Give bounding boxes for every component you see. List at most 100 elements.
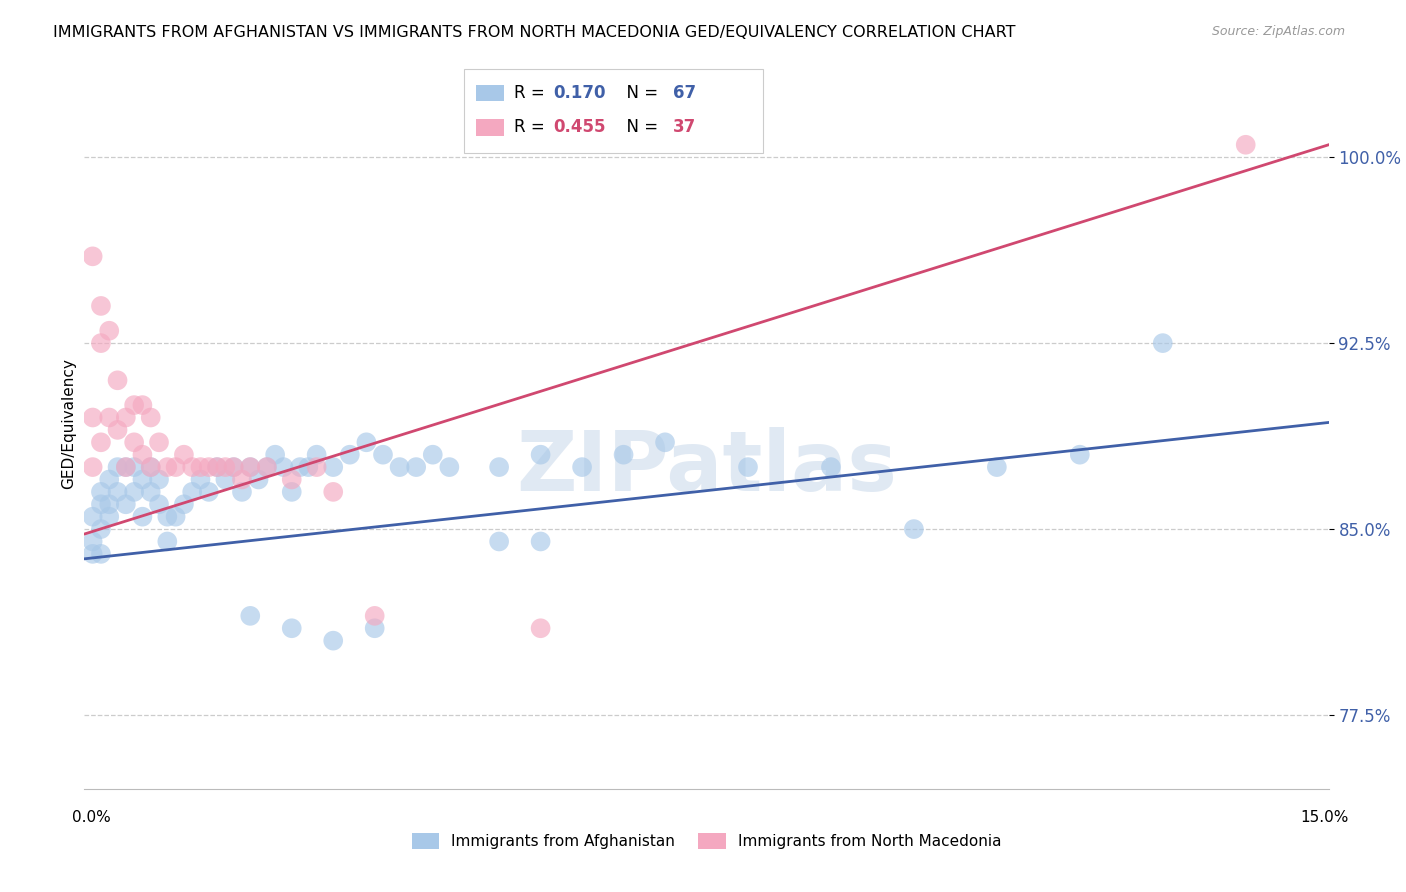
Text: 0.455: 0.455 xyxy=(554,119,606,136)
Point xyxy=(371,448,394,462)
Point xyxy=(82,410,104,425)
Point xyxy=(256,460,278,475)
Point xyxy=(98,497,121,511)
Point xyxy=(488,460,510,475)
Point xyxy=(90,497,112,511)
Point xyxy=(214,460,236,475)
Text: IMMIGRANTS FROM AFGHANISTAN VS IMMIGRANTS FROM NORTH MACEDONIA GED/EQUIVALENCY C: IMMIGRANTS FROM AFGHANISTAN VS IMMIGRANT… xyxy=(53,25,1017,40)
Point xyxy=(339,448,361,462)
Point xyxy=(737,460,759,475)
Point xyxy=(613,448,636,462)
Point xyxy=(107,373,129,387)
Point xyxy=(197,460,219,475)
Point xyxy=(131,509,153,524)
FancyBboxPatch shape xyxy=(477,85,503,101)
Point xyxy=(530,621,553,635)
Point xyxy=(131,448,153,462)
Point xyxy=(82,249,104,263)
Point xyxy=(139,460,162,475)
Text: 0.0%: 0.0% xyxy=(72,811,111,825)
Point xyxy=(190,473,212,487)
Point xyxy=(439,460,461,475)
Point xyxy=(148,497,170,511)
Point xyxy=(405,460,427,475)
Point xyxy=(173,497,195,511)
Point xyxy=(82,547,104,561)
Point xyxy=(156,534,179,549)
Point xyxy=(288,460,311,475)
Point xyxy=(115,460,138,475)
Point xyxy=(98,509,121,524)
Point xyxy=(90,299,112,313)
Text: 15.0%: 15.0% xyxy=(1301,811,1348,825)
Point xyxy=(256,460,278,475)
Point xyxy=(156,509,179,524)
Point xyxy=(122,398,145,412)
Point xyxy=(388,460,411,475)
Point xyxy=(181,484,204,499)
Point xyxy=(239,460,262,475)
Point xyxy=(115,410,138,425)
Point xyxy=(356,435,378,450)
Point xyxy=(1069,448,1091,462)
Point xyxy=(197,484,219,499)
Point xyxy=(820,460,842,475)
Point xyxy=(115,460,138,475)
Point xyxy=(82,534,104,549)
Point xyxy=(281,621,304,635)
Point xyxy=(98,473,121,487)
Point xyxy=(107,460,129,475)
Text: R =: R = xyxy=(513,119,550,136)
Point xyxy=(190,460,212,475)
Point xyxy=(222,460,245,475)
Point xyxy=(139,410,162,425)
Point xyxy=(205,460,228,475)
Point xyxy=(322,460,344,475)
Point xyxy=(173,448,195,462)
Point xyxy=(115,497,138,511)
Point xyxy=(305,460,328,475)
Point xyxy=(90,522,112,536)
Point xyxy=(488,534,510,549)
Point xyxy=(273,460,295,475)
Point xyxy=(122,484,145,499)
Point xyxy=(148,435,170,450)
Point xyxy=(654,435,676,450)
Point xyxy=(1152,336,1174,351)
Point xyxy=(305,448,328,462)
Text: 67: 67 xyxy=(673,84,696,102)
Point xyxy=(530,448,553,462)
Point xyxy=(322,484,344,499)
Point xyxy=(231,484,253,499)
Point xyxy=(422,448,444,462)
Text: 0.170: 0.170 xyxy=(554,84,606,102)
Point xyxy=(231,473,253,487)
Point xyxy=(82,460,104,475)
Point xyxy=(122,460,145,475)
Text: N =: N = xyxy=(616,84,664,102)
Point xyxy=(239,608,262,623)
Point xyxy=(90,336,112,351)
Point xyxy=(139,460,162,475)
Point xyxy=(131,473,153,487)
Point xyxy=(165,460,187,475)
Legend: Immigrants from Afghanistan, Immigrants from North Macedonia: Immigrants from Afghanistan, Immigrants … xyxy=(402,824,1011,859)
Point xyxy=(571,460,593,475)
Point xyxy=(281,484,304,499)
Point xyxy=(364,608,387,623)
Text: N =: N = xyxy=(616,119,664,136)
Point xyxy=(98,410,121,425)
Point xyxy=(214,473,236,487)
Point xyxy=(156,460,179,475)
Point xyxy=(90,547,112,561)
FancyBboxPatch shape xyxy=(464,69,762,153)
Point xyxy=(222,460,245,475)
Point xyxy=(107,423,129,437)
Point xyxy=(122,435,145,450)
Point xyxy=(297,460,319,475)
Text: 37: 37 xyxy=(673,119,696,136)
Text: R =: R = xyxy=(513,84,550,102)
Point xyxy=(986,460,1008,475)
FancyBboxPatch shape xyxy=(477,120,503,136)
Text: Source: ZipAtlas.com: Source: ZipAtlas.com xyxy=(1212,25,1346,38)
